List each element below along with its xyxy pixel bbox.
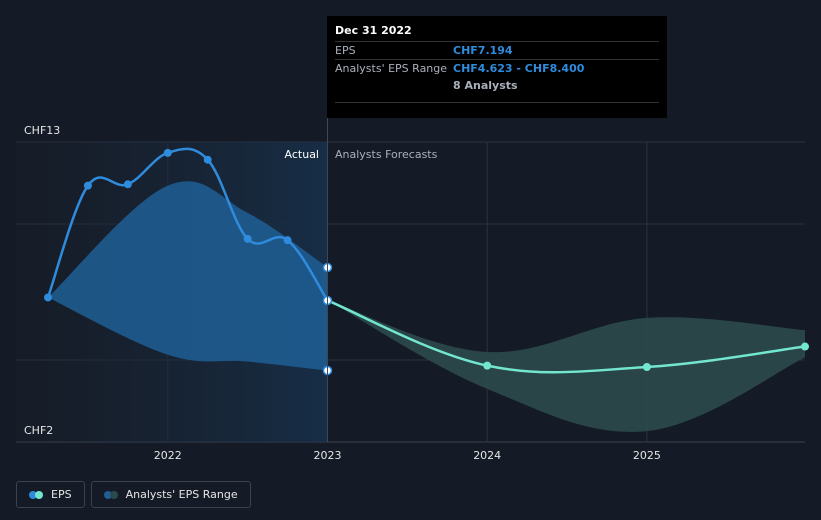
tooltip-range-row: Analysts' EPS Range CHF4.623 - CHF8.400: [335, 59, 659, 77]
eps-point-actual: [44, 293, 52, 302]
x-tick-label: 2024: [473, 449, 501, 462]
legend-range[interactable]: Analysts' EPS Range: [90, 481, 251, 508]
eps-point-actual: [243, 234, 252, 243]
tooltip-eps-value: CHF7.194: [453, 44, 513, 57]
eps-point-forecast: [801, 342, 809, 351]
legend-range-label: Analysts' EPS Range: [125, 488, 238, 501]
tooltip-date: Dec 31 2022: [335, 24, 412, 37]
eps-point-actual: [283, 236, 292, 245]
forecast-label: Analysts Forecasts: [335, 148, 438, 161]
tooltip-range-value: CHF4.623 - CHF8.400: [453, 62, 585, 75]
y-axis-bottom-label: CHF2: [24, 424, 53, 437]
tooltip-analysts-row: 8 Analysts: [335, 77, 659, 94]
legend-eps-label: EPS: [51, 488, 72, 501]
tooltip-eps-row: EPS CHF7.194: [335, 41, 659, 59]
eps-point-actual: [123, 180, 132, 189]
range-area-actual: [48, 181, 328, 371]
tooltip-divider: [335, 102, 659, 103]
x-axis-ticks: 2022 2023 2024 2025: [154, 449, 661, 462]
x-tick-label: 2022: [154, 449, 182, 462]
actual-label: Actual: [285, 148, 319, 161]
tooltip-range-label: Analysts' EPS Range: [335, 62, 448, 75]
y-axis-top-label: CHF13: [24, 124, 60, 137]
eps-point-forecast: [483, 361, 492, 370]
eps-point-actual: [83, 181, 92, 190]
legend-eps-swatch-icon: [29, 490, 43, 499]
eps-line-forecast: [327, 299, 806, 374]
eps-range-areas: [48, 181, 805, 432]
x-tick-label: 2023: [313, 449, 341, 462]
x-tick-label: 2025: [633, 449, 661, 462]
eps-point-actual: [203, 155, 212, 164]
tooltip-analysts: 8 Analysts: [453, 79, 518, 92]
legend: EPS Analysts' EPS Range: [16, 481, 251, 508]
eps-point-actual: [163, 148, 172, 157]
tooltip-eps-label: EPS: [335, 44, 356, 57]
legend-range-swatch-icon: [103, 490, 118, 499]
eps-point-forecast: [642, 363, 651, 371]
tooltip: Dec 31 2022 EPS CHF7.194 Analysts' EPS R…: [327, 16, 667, 118]
range-area-forecast: [327, 300, 805, 432]
legend-eps[interactable]: EPS: [16, 481, 85, 508]
